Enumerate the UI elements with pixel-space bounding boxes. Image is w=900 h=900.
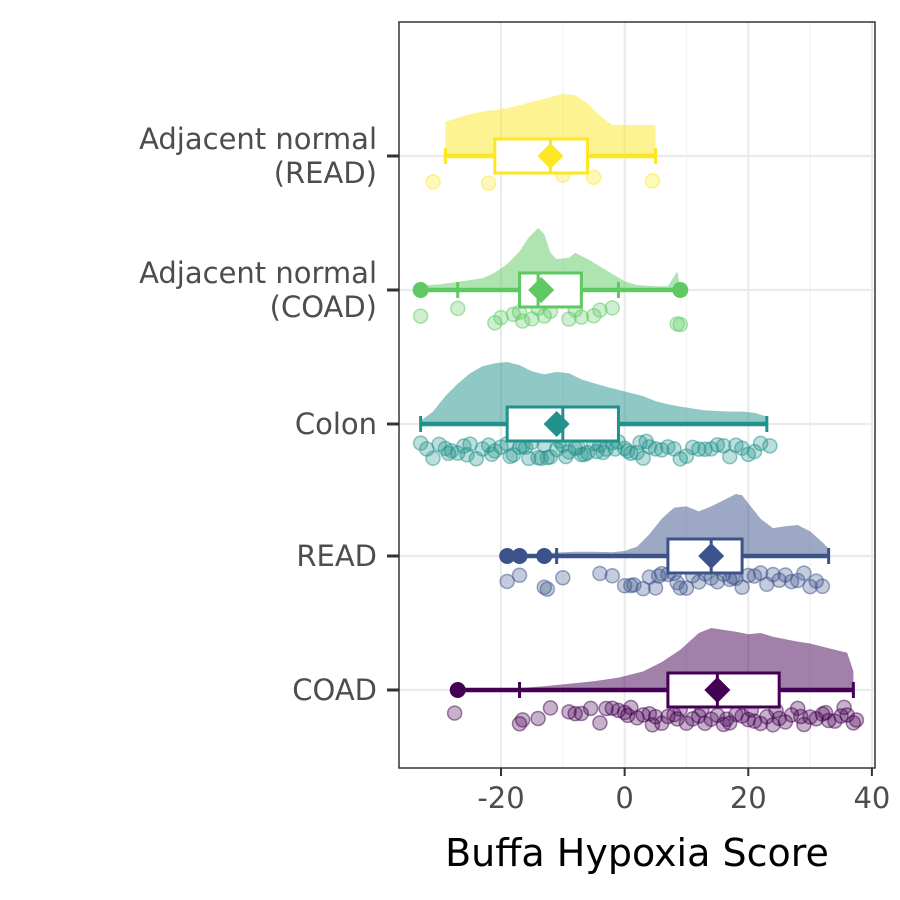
series-group: [412, 362, 778, 467]
data-point: [585, 169, 602, 186]
data-point: [542, 700, 559, 716]
outlier-point: [412, 282, 429, 298]
plot-border: [398, 21, 876, 769]
data-point: [567, 705, 583, 722]
outlier-point: [449, 682, 466, 698]
mean-diamond: [704, 677, 731, 703]
chart-marks: [412, 94, 865, 733]
data-point: [814, 578, 831, 595]
data-point: [660, 439, 676, 455]
data-point: [604, 568, 621, 584]
data-point: [446, 705, 463, 721]
data-point: [647, 580, 664, 596]
data-point: [796, 565, 812, 581]
data-point: [592, 565, 608, 582]
data-point: [499, 573, 515, 590]
mean-diamond: [543, 411, 570, 437]
data-point: [697, 441, 713, 457]
data-point: [530, 710, 546, 727]
series-group: [446, 628, 865, 733]
data-point: [440, 445, 457, 462]
data-point: [604, 300, 621, 316]
data-point: [607, 441, 624, 457]
data-point: [425, 450, 441, 466]
data-point: [592, 302, 608, 318]
data-point: [626, 577, 642, 593]
data-point: [480, 175, 497, 191]
y-tick-label: READ: [296, 539, 377, 573]
y-tick-label: COAD: [292, 673, 377, 707]
data-point: [789, 700, 806, 717]
data-point: [762, 438, 778, 454]
data-point: [573, 705, 590, 722]
data-point: [644, 173, 661, 189]
mean-diamond: [537, 143, 564, 169]
y-tick-label: Adjacent normal (READ): [139, 122, 377, 190]
data-point: [511, 567, 528, 584]
data-point: [678, 580, 695, 596]
data-point: [848, 712, 865, 728]
data-point: [598, 700, 614, 717]
data-point: [592, 715, 608, 731]
data-point: [412, 308, 429, 324]
x-tick-label: 40: [853, 781, 890, 815]
data-point: [514, 313, 531, 329]
data-point: [672, 316, 689, 333]
data-point: [619, 707, 636, 724]
data-point: [672, 451, 689, 467]
data-point: [644, 717, 661, 733]
data-point: [817, 704, 834, 721]
outlier-point: [536, 548, 553, 564]
data-point: [740, 567, 757, 584]
data-point: [514, 712, 531, 728]
data-point: [570, 439, 587, 456]
data-point: [539, 581, 556, 597]
data-point: [839, 707, 855, 723]
data-point: [555, 570, 571, 586]
axes: -20 0 20 40 Adjacent normal (READ) Adjacent no…: [139, 122, 890, 815]
density-cloud: [507, 494, 829, 556]
outlier-point: [511, 548, 528, 564]
data-point: [533, 450, 549, 466]
data-point: [669, 711, 685, 727]
data-point: [502, 448, 519, 465]
data-point: [459, 447, 475, 463]
x-axis-title: Buffa Hypoxia Score: [445, 831, 829, 875]
data-point: [836, 699, 852, 716]
y-tick-label: Colon: [295, 407, 377, 441]
data-point: [589, 443, 605, 460]
outlier-point: [499, 548, 516, 564]
series-group: [412, 228, 689, 333]
x-tick-label: 0: [615, 781, 633, 815]
data-point: [672, 580, 689, 596]
data-point: [539, 449, 556, 466]
data-point: [721, 448, 738, 465]
series-group: [499, 494, 831, 597]
outlier-point: [672, 282, 689, 298]
mean-diamond: [528, 277, 555, 303]
data-point: [521, 450, 537, 467]
data-point: [793, 708, 809, 725]
data-point: [632, 434, 648, 451]
y-tick-label: Adjacent normal (COAD): [139, 256, 377, 324]
data-point: [734, 579, 750, 595]
data-point: [582, 700, 599, 717]
data-point: [684, 439, 701, 456]
data-point: [718, 711, 735, 727]
data-point: [573, 309, 590, 325]
data-point: [558, 448, 574, 465]
x-tick-label: 20: [730, 781, 767, 815]
density-cloud: [420, 228, 681, 290]
mean-diamond: [698, 543, 725, 569]
data-point: [619, 443, 636, 459]
data-point: [746, 443, 763, 460]
data-point: [449, 300, 466, 317]
series-group: [425, 94, 661, 191]
data-point: [483, 446, 500, 463]
data-point: [493, 309, 509, 326]
data-point: [425, 174, 441, 190]
x-tick-label: -20: [477, 781, 524, 815]
